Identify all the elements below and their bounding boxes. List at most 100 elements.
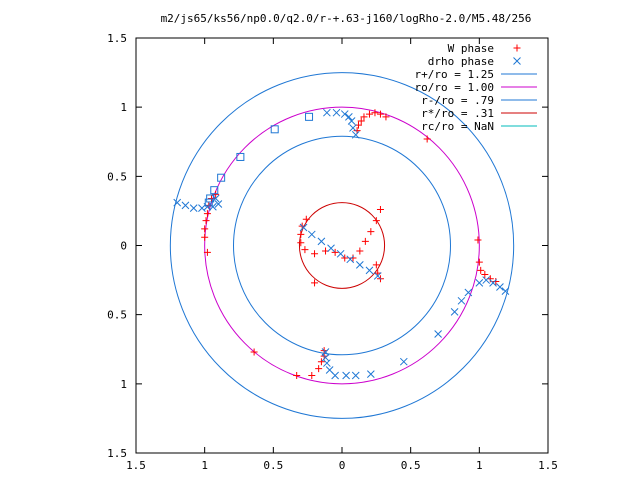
- y-tick-label-5: 1: [120, 101, 127, 114]
- x-tick-label-1: 1: [201, 459, 208, 472]
- data-point-0-23: [302, 215, 310, 223]
- data-point-0-13: [356, 247, 364, 255]
- legend-label-6: r*/ro = .31: [421, 107, 494, 120]
- radius-circle-3: [169, 72, 515, 419]
- y-tick-label-0: 1.5: [107, 447, 127, 460]
- legend-label-4: ro/ro = 1.00: [415, 81, 494, 94]
- data-point-0-36: [474, 236, 482, 244]
- data-point-2-0: [204, 198, 213, 207]
- data-point-1-0: [323, 108, 331, 117]
- data-point-1-1: [332, 108, 341, 117]
- data-point-2-6: [305, 112, 314, 121]
- x-tick-label-5: 1: [476, 459, 483, 472]
- data-point-0-5: [357, 117, 365, 125]
- data-point-0-29: [201, 233, 209, 241]
- data-point-0-18: [311, 250, 319, 258]
- data-point-1-31: [450, 308, 459, 316]
- data-point-1-5: [349, 124, 357, 132]
- data-point-1-32: [434, 330, 442, 338]
- data-point-1-12: [346, 255, 355, 264]
- data-point-1-3: [345, 112, 353, 121]
- data-point-0-14: [349, 254, 357, 262]
- chart-title: m2/js65/ks56/np0.0/q2.0/r-+.63-j160/logR…: [161, 12, 532, 25]
- y-tick-label-1: 1: [120, 378, 127, 391]
- data-point-0-28: [203, 248, 211, 256]
- data-point-1-17: [181, 201, 190, 210]
- data-point-1-6: [351, 130, 360, 139]
- data-point-1-16: [173, 198, 182, 207]
- data-point-0-8: [423, 135, 431, 143]
- data-point-1-10: [327, 244, 335, 253]
- data-point-1-30: [457, 296, 466, 305]
- legend-marker-1: [513, 57, 521, 65]
- data-point-0-0: [360, 113, 368, 121]
- data-point-0-38: [477, 266, 485, 274]
- legend-label-7: rc/ro = NaN: [421, 120, 494, 133]
- data-point-1-13: [355, 261, 364, 269]
- data-point-2-3: [217, 173, 226, 182]
- y-tick-label-2: 0.5: [107, 309, 127, 322]
- data-point-0-32: [203, 210, 211, 218]
- data-point-1-4: [347, 117, 356, 125]
- data-point-1-21: [209, 202, 217, 211]
- legend-label-3: r+/ro = 1.25: [415, 68, 494, 81]
- data-point-1-35: [351, 371, 360, 380]
- data-point-1-34: [366, 370, 375, 379]
- data-point-0-3: [376, 110, 384, 118]
- y-tick-label-3: 0: [120, 240, 127, 253]
- data-point-0-45: [315, 365, 323, 373]
- data-point-1-11: [336, 249, 345, 258]
- data-point-0-41: [492, 277, 500, 285]
- data-point-1-38: [325, 366, 334, 374]
- data-point-1-15: [373, 272, 382, 280]
- y-tick-label-6: 1.5: [107, 32, 127, 45]
- data-point-1-19: [198, 204, 206, 213]
- data-point-1-25: [482, 276, 491, 284]
- data-point-0-19: [301, 246, 309, 254]
- data-point-1-26: [489, 278, 497, 287]
- data-point-1-23: [214, 200, 223, 208]
- data-point-0-1: [365, 110, 373, 118]
- radius-circle-4: [204, 106, 480, 385]
- data-point-0-31: [202, 217, 210, 225]
- data-point-2-2: [210, 186, 219, 195]
- data-point-0-42: [250, 348, 258, 356]
- data-point-1-14: [365, 266, 374, 275]
- data-point-1-8: [307, 230, 316, 239]
- data-point-1-33: [399, 357, 408, 366]
- data-point-0-35: [212, 190, 220, 198]
- data-point-1-39: [323, 359, 331, 367]
- data-point-0-12: [361, 237, 369, 245]
- data-point-1-36: [342, 371, 350, 380]
- data-point-1-28: [501, 287, 510, 296]
- plot-area: [169, 72, 515, 419]
- data-point-1-9: [317, 237, 326, 246]
- axes: 1.5 1 0.5 0 0.5 1 1.51.510.500.511.5: [107, 32, 558, 472]
- x-tick-label-2: 0.5: [263, 459, 283, 472]
- data-point-0-15: [341, 254, 349, 262]
- data-point-0-9: [376, 206, 384, 214]
- radius-circle-6: [298, 202, 386, 289]
- series-1-points: [173, 108, 510, 380]
- data-point-0-37: [475, 258, 483, 266]
- data-point-0-21: [297, 230, 305, 238]
- data-point-0-27: [311, 279, 319, 287]
- data-point-0-24: [372, 261, 380, 269]
- x-tick-label-0: 1.5: [126, 459, 146, 472]
- data-point-0-4: [382, 113, 390, 121]
- data-point-1-41: [321, 348, 330, 356]
- x-tick-label-4: 0.5: [401, 459, 421, 472]
- data-point-1-29: [464, 288, 473, 297]
- data-point-0-10: [372, 217, 380, 225]
- data-point-1-2: [340, 110, 349, 118]
- data-point-1-7: [299, 223, 308, 232]
- legend-marker-0: [513, 44, 521, 52]
- data-point-0-43: [293, 372, 301, 380]
- legend-label-5: r-/ro = .79: [421, 94, 494, 107]
- data-point-0-2: [371, 109, 379, 117]
- series-2-points: [204, 112, 314, 207]
- data-point-2-5: [270, 125, 279, 134]
- data-point-0-30: [201, 225, 209, 233]
